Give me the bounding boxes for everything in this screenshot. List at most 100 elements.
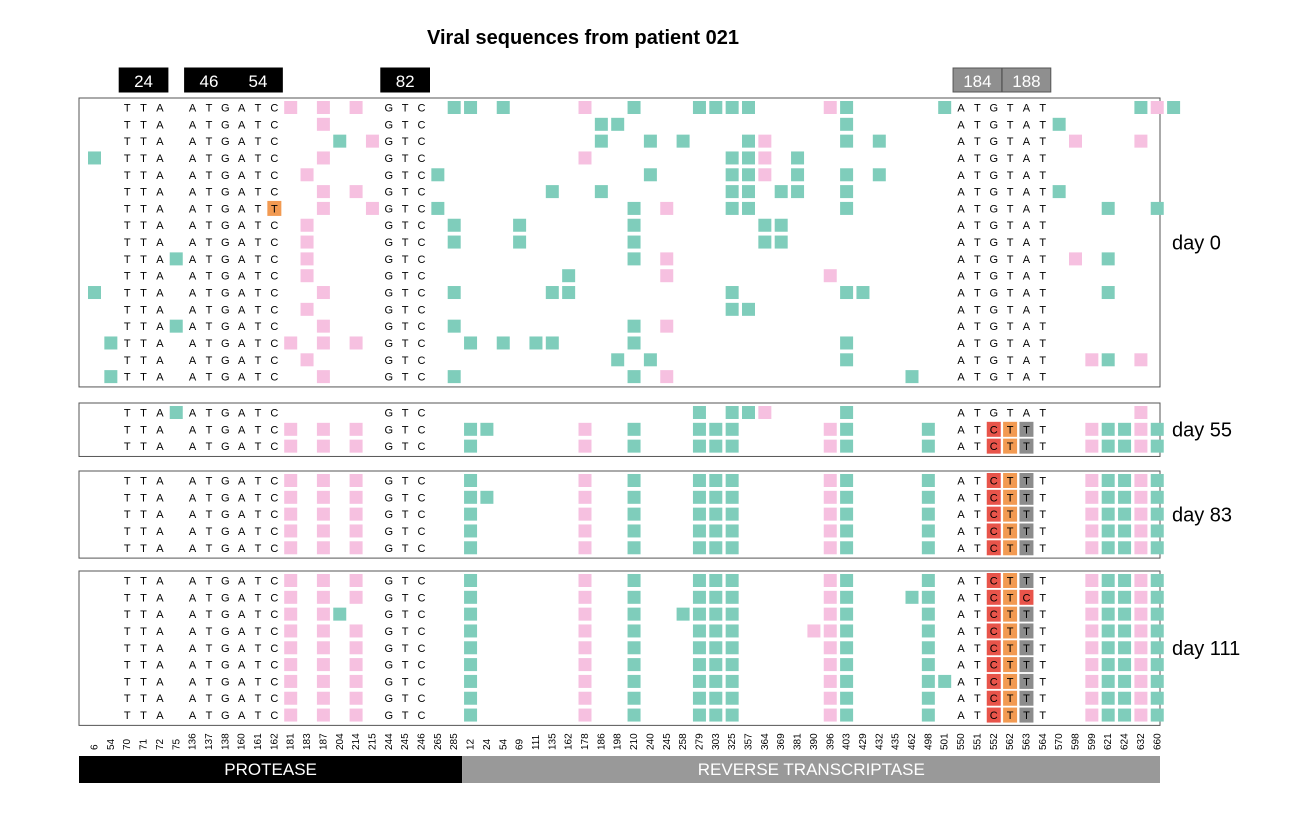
synonymous-mark [284,524,298,538]
nucleotide: C [270,441,278,453]
nucleotide: G [385,676,394,688]
synonymous-mark [660,319,674,333]
position-tick-label: 552 [989,733,1000,750]
nonsynonymous-mark [1118,422,1132,436]
nucleotide: C [418,187,426,199]
nucleotide: A [189,203,197,215]
nonsynonymous-mark [840,541,854,555]
nucleotide: T [255,509,262,521]
nonsynonymous-mark [725,574,739,587]
nonsynonymous-mark [840,422,854,436]
nonsynonymous-mark [742,302,755,316]
nucleotide: G [385,338,394,350]
mutation-cell [1003,523,1018,539]
synonymous-mark [316,319,330,333]
nucleotide: C [270,220,278,232]
nucleotide: G [221,321,230,333]
nucleotide: T [1039,676,1046,688]
synonymous-mark [823,524,837,538]
synonymous-mark [660,370,674,384]
synonymous-mark [823,674,837,688]
nucleotide: T [1039,304,1046,316]
nonsynonymous-mark [725,641,739,655]
nucleotide: A [156,543,164,555]
synonymous-mark [1134,422,1148,436]
nucleotide: A [1023,220,1031,232]
nucleotide: G [385,187,394,199]
mutation-cell [986,421,1001,437]
position-tick-label: 161 [253,733,264,750]
nucleotide: T [402,408,409,420]
nucleotide: T [1007,304,1014,316]
nucleotide: A [238,153,246,165]
nucleotide: T [206,693,213,705]
position-tick-label: 562 [1005,733,1016,750]
nucleotide: T [124,136,131,148]
nucleotide: T [206,271,213,283]
synonymous-mark [300,168,314,182]
nonsynonymous-mark [1134,101,1148,114]
nucleotide: T [255,676,262,688]
nucleotide: A [1023,203,1031,215]
synonymous-mark [349,336,363,350]
position-tick-label: 240 [645,733,656,750]
nucleotide: T [974,609,981,621]
mutation-base: T [1007,710,1014,722]
nucleotide: T [255,187,262,199]
nucleotide: C [270,119,278,131]
mutation-base: C [990,509,998,521]
nucleotide: C [270,355,278,367]
nonsynonymous-mark [513,218,527,232]
nucleotide: G [221,492,230,504]
nucleotide: G [385,476,394,488]
nucleotide: G [989,288,998,300]
nucleotide: T [140,441,147,453]
nucleotide: A [238,271,246,283]
nucleotide: T [255,476,262,488]
nonsynonymous-mark [594,117,608,131]
synonymous-mark [349,708,363,722]
nonsynonymous-mark [1150,422,1164,436]
nucleotide: T [255,271,262,283]
nucleotide: A [238,372,246,384]
nucleotide: A [957,476,965,488]
codon-label: 82 [396,72,415,91]
synonymous-mark [349,691,363,705]
nonsynonymous-mark [529,336,543,350]
position-tick-label: 285 [449,733,460,750]
mutation-cell [1003,540,1018,556]
nonsynonymous-mark [840,201,854,215]
mutation-cell [1019,506,1034,522]
nucleotide: T [140,288,147,300]
nonsynonymous-mark [496,101,510,114]
nucleotide: T [1039,526,1046,538]
mutation-base: T [1023,526,1030,538]
nucleotide: T [974,220,981,232]
synonymous-mark [823,708,837,722]
nucleotide: A [957,338,965,350]
nonsynonymous-mark [1101,422,1115,436]
position-tick-label: 551 [972,733,983,750]
nucleotide: G [221,355,230,367]
mutation-cell [1003,473,1018,488]
nonsynonymous-mark [1101,353,1115,367]
mutation-base: T [1007,609,1014,621]
nucleotide: T [974,288,981,300]
nucleotide: G [385,153,394,165]
nonsynonymous-mark [562,286,576,300]
synonymous-mark [284,691,298,705]
nucleotide: G [989,119,998,131]
nonsynonymous-mark [709,641,723,655]
nonsynonymous-mark [840,117,854,131]
nucleotide: G [989,355,998,367]
nucleotide: T [124,103,131,115]
nucleotide: T [206,492,213,504]
mutation-base: T [1007,643,1014,655]
nucleotide: T [124,153,131,165]
mutation-cell [986,473,1001,488]
nucleotide: T [1039,693,1046,705]
